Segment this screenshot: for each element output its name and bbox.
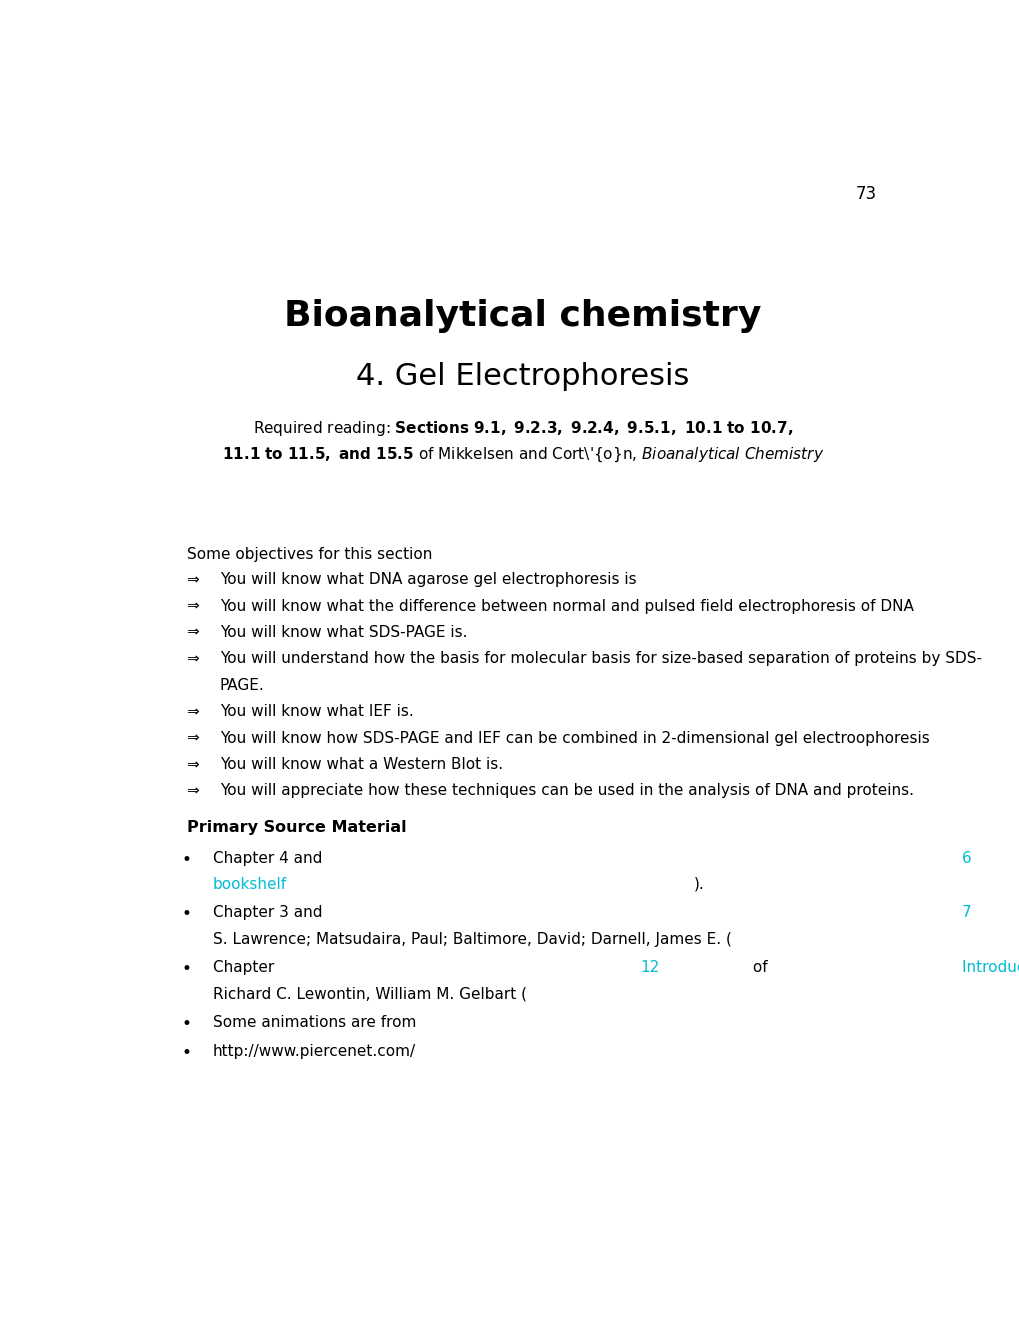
Text: ⇒: ⇒ <box>185 704 199 719</box>
Text: Introduction to Genetic Analysis: Introduction to Genetic Analysis <box>961 961 1019 975</box>
Text: Bioanalytical chemistry: Bioanalytical chemistry <box>283 298 761 333</box>
Text: You will understand how the basis for molecular basis for size-based separation : You will understand how the basis for mo… <box>220 651 981 667</box>
Text: 6: 6 <box>961 850 970 866</box>
Text: ⇒: ⇒ <box>185 651 199 667</box>
Text: You will know what a Western Blot is.: You will know what a Western Blot is. <box>220 758 502 772</box>
Text: ⇒: ⇒ <box>185 731 199 746</box>
Text: You will know what the difference between normal and pulsed field electrophoresi: You will know what the difference betwee… <box>220 598 913 614</box>
Text: You will know what SDS-PAGE is.: You will know what SDS-PAGE is. <box>220 624 467 640</box>
Text: 12: 12 <box>640 961 659 975</box>
Text: $\mathbf{11.1\ to\ 11.5,\ and\ 15.5}$ of Mikkelsen and Cort\'{o}n, $\mathit{Bioa: $\mathbf{11.1\ to\ 11.5,\ and\ 15.5}$ of… <box>221 446 823 465</box>
Text: •: • <box>181 850 191 869</box>
Text: PAGE.: PAGE. <box>220 677 265 693</box>
Text: You will know what DNA agarose gel electrophoresis is: You will know what DNA agarose gel elect… <box>220 572 636 587</box>
Text: •: • <box>181 1015 191 1034</box>
Text: of: of <box>1014 850 1019 866</box>
Text: ⇒: ⇒ <box>185 758 199 772</box>
Text: Chapter: Chapter <box>213 961 279 975</box>
Text: ⇒: ⇒ <box>185 572 199 587</box>
Text: •: • <box>181 906 191 924</box>
Text: 4. Gel Electrophoresis: 4. Gel Electrophoresis <box>356 362 689 391</box>
Text: ⇒: ⇒ <box>185 598 199 614</box>
Text: ⇒: ⇒ <box>185 624 199 640</box>
Text: ).: ). <box>694 876 704 892</box>
Text: You will know what IEF is.: You will know what IEF is. <box>220 704 414 719</box>
Text: You will know how SDS-PAGE and IEF can be combined in 2-dimensional gel electroo: You will know how SDS-PAGE and IEF can b… <box>220 731 929 746</box>
Text: ⇒: ⇒ <box>185 784 199 799</box>
Text: 7: 7 <box>961 906 970 920</box>
Text: Chapter 4 and: Chapter 4 and <box>213 850 327 866</box>
Text: •: • <box>181 1044 191 1061</box>
Text: of: of <box>747 961 771 975</box>
Text: Some animations are from: Some animations are from <box>213 1015 421 1030</box>
Text: http://www.piercenet.com/: http://www.piercenet.com/ <box>213 1044 416 1059</box>
Text: S. Lawrence; Matsudaira, Paul; Baltimore, David; Darnell, James E. (: S. Lawrence; Matsudaira, Paul; Baltimore… <box>213 932 731 946</box>
Text: bookshelf: bookshelf <box>213 876 286 892</box>
Text: Richard C. Lewontin, William M. Gelbart (: Richard C. Lewontin, William M. Gelbart … <box>213 987 527 1002</box>
Text: Required reading: $\mathbf{Sections\ 9.1,\ 9.2.3,\ 9.2.4,\ 9.5.1,\ 10.1\ to\ 10.: Required reading: $\mathbf{Sections\ 9.1… <box>253 418 792 438</box>
Text: 73: 73 <box>855 185 876 203</box>
Text: You will appreciate how these techniques can be used in the analysis of DNA and : You will appreciate how these techniques… <box>220 784 913 799</box>
Text: Some objectives for this section: Some objectives for this section <box>186 546 432 562</box>
Text: •: • <box>181 961 191 978</box>
Text: of Molecular Cell Biology 4th ed. (Ch. 9, 5th ed.): Lodish, Harvey; Berk, Arnold: of Molecular Cell Biology 4th ed. (Ch. 9… <box>1014 906 1019 920</box>
Text: Primary Source Material: Primary Source Material <box>186 820 406 836</box>
Text: Chapter 3 and: Chapter 3 and <box>213 906 327 920</box>
